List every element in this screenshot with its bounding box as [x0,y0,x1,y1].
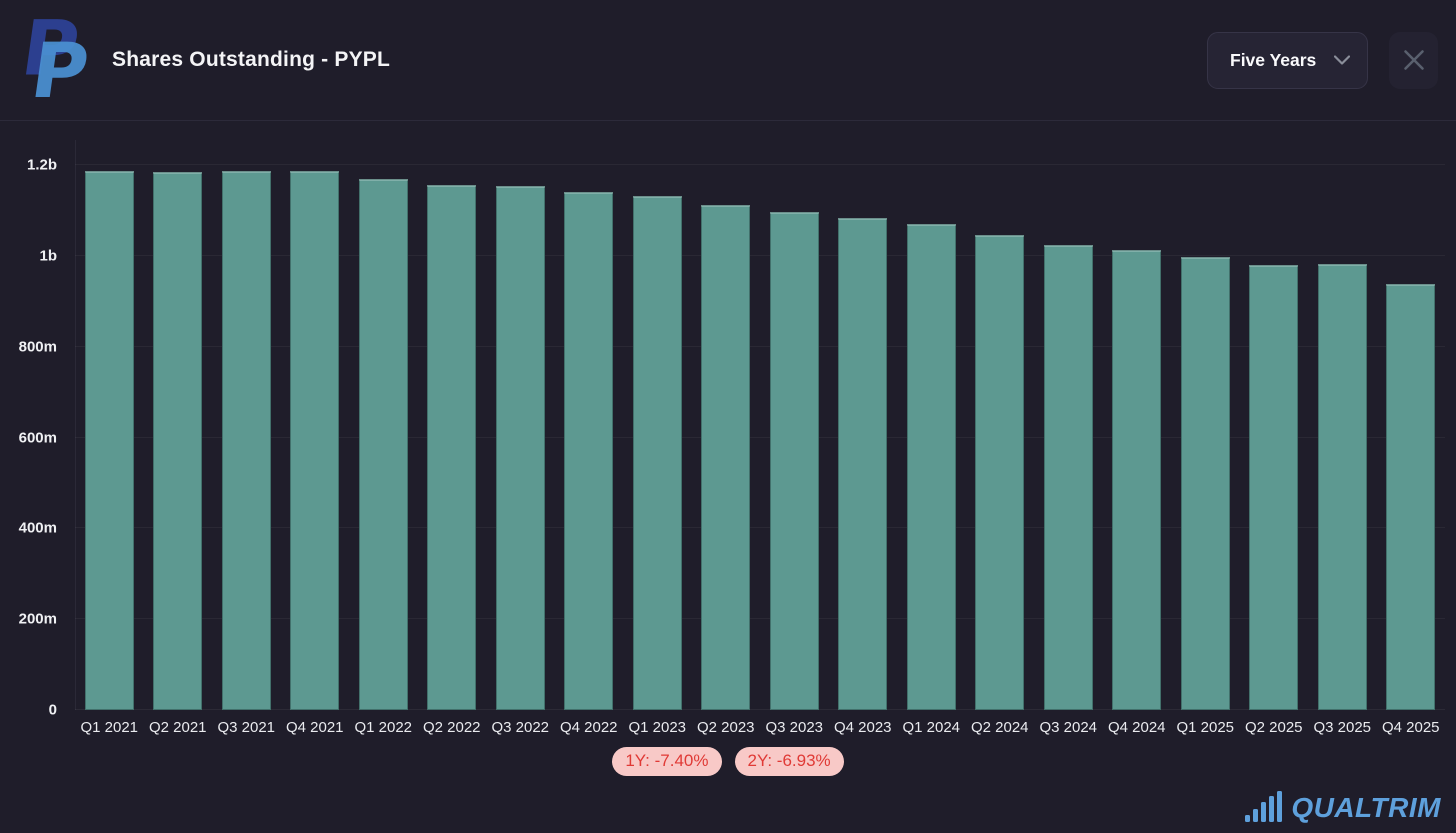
bar-slot-q4-2022 [555,140,624,710]
bar-slot-q1-2022 [349,140,418,710]
qualtrim-branding: QUALTRIM [1245,791,1441,822]
gridline-200m [75,618,1445,620]
x-tick-label-q3-2025: Q3 2025 [1313,718,1372,736]
bar-slot-q4-2024 [1103,140,1172,710]
bar-q1-2025[interactable] [1180,257,1230,710]
bar-slot-q3-2023 [760,140,829,710]
bar-chart-plot-area [75,140,1445,710]
bar-slot-q1-2021 [75,140,144,710]
y-tick-label-200m: 200m [18,610,57,628]
bar-slot-q2-2021 [144,140,213,710]
x-tick-label-q2-2025: Q2 2025 [1244,718,1303,736]
x-tick-label-q4-2025: Q4 2025 [1381,718,1440,736]
bar-slot-q1-2025 [1171,140,1240,710]
y-axis-line [75,140,76,710]
bar-q1-2024[interactable] [906,224,956,710]
bar-q3-2024[interactable] [1043,245,1093,710]
x-tick-label-q3-2024: Q3 2024 [1039,718,1098,736]
y-tick-label-1b: 1b [39,247,57,265]
x-axis-labels: Q1 2021 Q2 2021 Q3 2021 Q4 2021 Q1 2022 Q2 20… [75,712,1445,742]
bar-q4-2024[interactable] [1112,249,1162,710]
bar-q3-2023[interactable] [769,212,819,710]
bar-q3-2022[interactable] [495,185,545,710]
svg-text:P: P [26,26,88,107]
bar-q2-2023[interactable] [701,204,751,710]
svg-text:P: P [17,13,85,93]
x-tick-label-q1-2021: Q1 2021 [80,718,139,736]
bar-slot-q4-2025 [1377,140,1446,710]
y-tick-label-400m: 400m [18,519,57,537]
bar-q4-2021[interactable] [290,170,340,710]
close-icon [1403,50,1424,70]
bar-q1-2023[interactable] [632,196,682,710]
bars-container [75,140,1445,710]
x-tick-label-q4-2024: Q4 2024 [1107,718,1166,736]
bar-slot-q3-2024 [1034,140,1103,710]
bar-slot-q4-2021 [281,140,350,710]
close-button[interactable] [1389,31,1438,89]
bar-slot-q2-2023 [692,140,761,710]
bar-q4-2022[interactable] [564,191,614,710]
bar-q4-2025[interactable] [1386,283,1436,710]
y-tick-label-800m: 800m [18,338,57,356]
time-range-value: Five Years [1230,49,1317,70]
gridline-600m [75,436,1445,438]
bar-slot-q1-2024 [897,140,966,710]
bar-slot-q3-2021 [212,140,281,710]
gridline-1b [75,254,1445,256]
bar-slot-q2-2024 [966,140,1035,710]
x-tick-label-q2-2021: Q2 2021 [148,718,207,736]
bar-q2-2022[interactable] [427,184,477,710]
x-tick-label-q3-2022: Q3 2022 [491,718,550,736]
bar-q1-2022[interactable] [358,179,408,710]
bar-slot-q3-2025 [1308,140,1377,710]
x-axis-baseline [75,709,1445,710]
bar-q3-2021[interactable] [221,170,271,710]
qualtrim-logo-text: QUALTRIM [1291,792,1441,823]
y-axis-labels: 0 200m 400m 600m 800m 1b 1.2b [0,140,57,718]
y-tick-label-0: 0 [48,701,57,719]
x-tick-label-q2-2022: Q2 2022 [422,718,481,736]
page-title: Shares Outstanding - PYPL [112,48,391,71]
bar-slot-q3-2022 [486,140,555,710]
qualtrim-bars-icon [1245,791,1283,822]
bar-slot-q4-2023 [829,140,898,710]
x-tick-label-q1-2023: Q1 2023 [628,718,687,736]
chevron-down-icon [1334,55,1350,65]
paypal-logo-icon: P P [17,13,88,107]
badge-1y: 1Y: -7.40% [612,747,722,776]
x-tick-label-q4-2023: Q4 2023 [833,718,892,736]
x-tick-label-q2-2023: Q2 2023 [696,718,755,736]
bar-q4-2023[interactable] [838,218,888,710]
y-tick-label-1.2b: 1.2b [26,156,57,174]
x-tick-label-q1-2024: Q1 2024 [902,718,961,736]
bar-slot-q1-2023 [623,140,692,710]
x-tick-label-q4-2022: Q4 2022 [559,718,618,736]
bar-q1-2021[interactable] [84,170,134,710]
gridline-400m [75,527,1445,529]
bar-q3-2025[interactable] [1317,264,1367,710]
gridline-1.2b [75,163,1445,165]
time-range-dropdown[interactable]: Five Years [1207,31,1368,89]
x-tick-label-q4-2021: Q4 2021 [285,718,344,736]
bar-q2-2024[interactable] [975,235,1025,710]
y-tick-label-600m: 600m [18,429,57,446]
x-tick-label-q1-2025: Q1 2025 [1176,718,1235,736]
header: P P Shares Outstanding - PYPL Five Years [0,0,1456,121]
x-tick-label-q2-2024: Q2 2024 [970,718,1029,736]
x-tick-label-q3-2021: Q3 2021 [217,718,276,736]
x-tick-label-q1-2022: Q1 2022 [354,718,413,736]
bar-slot-q2-2022 [418,140,487,710]
gridline-800m [75,345,1445,347]
bar-q2-2021[interactable] [153,171,203,710]
bar-q2-2025[interactable] [1249,265,1299,710]
badge-2y: 2Y: -6.93% [734,747,844,776]
bar-slot-q2-2025 [1240,140,1309,710]
performance-badges: 1Y: -7.40% 2Y: -6.93% [0,747,1456,776]
x-tick-label-q3-2023: Q3 2023 [765,718,824,736]
